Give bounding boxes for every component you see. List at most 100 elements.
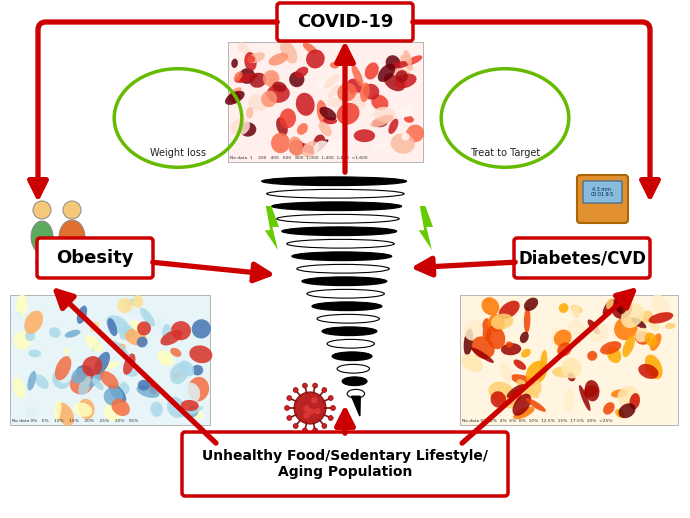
Ellipse shape <box>462 354 483 372</box>
Ellipse shape <box>108 318 117 336</box>
Text: Diabetes/CVD: Diabetes/CVD <box>518 249 646 267</box>
Ellipse shape <box>88 371 104 387</box>
Ellipse shape <box>266 190 404 198</box>
Ellipse shape <box>524 298 538 311</box>
Ellipse shape <box>225 91 245 105</box>
Ellipse shape <box>162 324 172 343</box>
Ellipse shape <box>119 325 135 340</box>
Circle shape <box>293 424 298 428</box>
Ellipse shape <box>323 117 337 124</box>
Ellipse shape <box>91 341 100 351</box>
Ellipse shape <box>239 122 256 137</box>
Ellipse shape <box>631 318 647 329</box>
Ellipse shape <box>607 347 621 363</box>
Ellipse shape <box>125 328 146 346</box>
Ellipse shape <box>82 356 102 376</box>
Ellipse shape <box>319 107 337 121</box>
Ellipse shape <box>179 406 204 417</box>
Ellipse shape <box>280 40 297 64</box>
Ellipse shape <box>76 365 94 381</box>
Ellipse shape <box>234 71 242 81</box>
Ellipse shape <box>404 116 414 123</box>
Ellipse shape <box>322 327 377 336</box>
Ellipse shape <box>588 320 600 334</box>
Ellipse shape <box>65 330 81 338</box>
Ellipse shape <box>114 381 130 396</box>
Ellipse shape <box>186 402 204 419</box>
Ellipse shape <box>649 319 660 331</box>
Ellipse shape <box>302 141 319 157</box>
Ellipse shape <box>507 390 522 405</box>
Ellipse shape <box>31 221 53 253</box>
Ellipse shape <box>85 335 102 352</box>
FancyBboxPatch shape <box>514 238 650 278</box>
Ellipse shape <box>230 118 250 135</box>
Ellipse shape <box>471 348 494 363</box>
Ellipse shape <box>558 342 572 356</box>
Ellipse shape <box>567 373 575 381</box>
Ellipse shape <box>520 385 539 398</box>
Ellipse shape <box>618 403 635 418</box>
Ellipse shape <box>49 327 61 338</box>
Ellipse shape <box>297 264 389 273</box>
Ellipse shape <box>28 371 37 391</box>
Ellipse shape <box>26 331 35 341</box>
Ellipse shape <box>124 298 138 306</box>
Ellipse shape <box>95 352 110 375</box>
Ellipse shape <box>584 385 598 397</box>
Ellipse shape <box>248 52 265 63</box>
Circle shape <box>287 415 292 421</box>
Ellipse shape <box>571 306 580 318</box>
Ellipse shape <box>520 332 529 343</box>
Ellipse shape <box>326 138 346 157</box>
Circle shape <box>63 201 81 219</box>
Ellipse shape <box>104 399 124 422</box>
Ellipse shape <box>55 356 71 380</box>
Ellipse shape <box>327 339 375 348</box>
Ellipse shape <box>638 364 658 379</box>
Ellipse shape <box>112 399 130 416</box>
Ellipse shape <box>319 122 332 136</box>
Ellipse shape <box>552 367 573 377</box>
Ellipse shape <box>292 252 392 261</box>
Ellipse shape <box>272 202 402 211</box>
Ellipse shape <box>562 358 582 379</box>
Ellipse shape <box>644 354 662 379</box>
Ellipse shape <box>603 402 615 414</box>
Ellipse shape <box>621 303 644 328</box>
Ellipse shape <box>188 377 209 401</box>
Bar <box>460 295 678 425</box>
Text: COVID-19: COVID-19 <box>297 13 393 31</box>
Ellipse shape <box>571 305 582 313</box>
Ellipse shape <box>92 378 104 390</box>
Ellipse shape <box>472 336 495 359</box>
Ellipse shape <box>363 84 380 99</box>
Ellipse shape <box>635 331 650 345</box>
Ellipse shape <box>622 336 635 357</box>
Ellipse shape <box>635 328 649 342</box>
Ellipse shape <box>400 105 415 117</box>
Polygon shape <box>265 206 279 250</box>
Text: Treat to Target: Treat to Target <box>470 149 540 159</box>
Ellipse shape <box>559 303 569 313</box>
Ellipse shape <box>587 351 598 361</box>
Ellipse shape <box>579 385 591 411</box>
Ellipse shape <box>600 341 621 354</box>
Ellipse shape <box>55 399 61 422</box>
Ellipse shape <box>104 387 123 406</box>
Ellipse shape <box>649 312 673 324</box>
Ellipse shape <box>79 376 91 395</box>
Ellipse shape <box>52 369 70 389</box>
Ellipse shape <box>239 68 255 84</box>
Ellipse shape <box>638 311 653 323</box>
Ellipse shape <box>351 92 367 109</box>
Polygon shape <box>351 396 360 416</box>
Circle shape <box>314 408 321 414</box>
Ellipse shape <box>137 321 151 335</box>
Ellipse shape <box>132 295 143 308</box>
Ellipse shape <box>237 42 249 54</box>
Ellipse shape <box>73 402 92 417</box>
FancyBboxPatch shape <box>277 3 413 41</box>
Ellipse shape <box>526 398 546 412</box>
FancyBboxPatch shape <box>37 238 153 278</box>
